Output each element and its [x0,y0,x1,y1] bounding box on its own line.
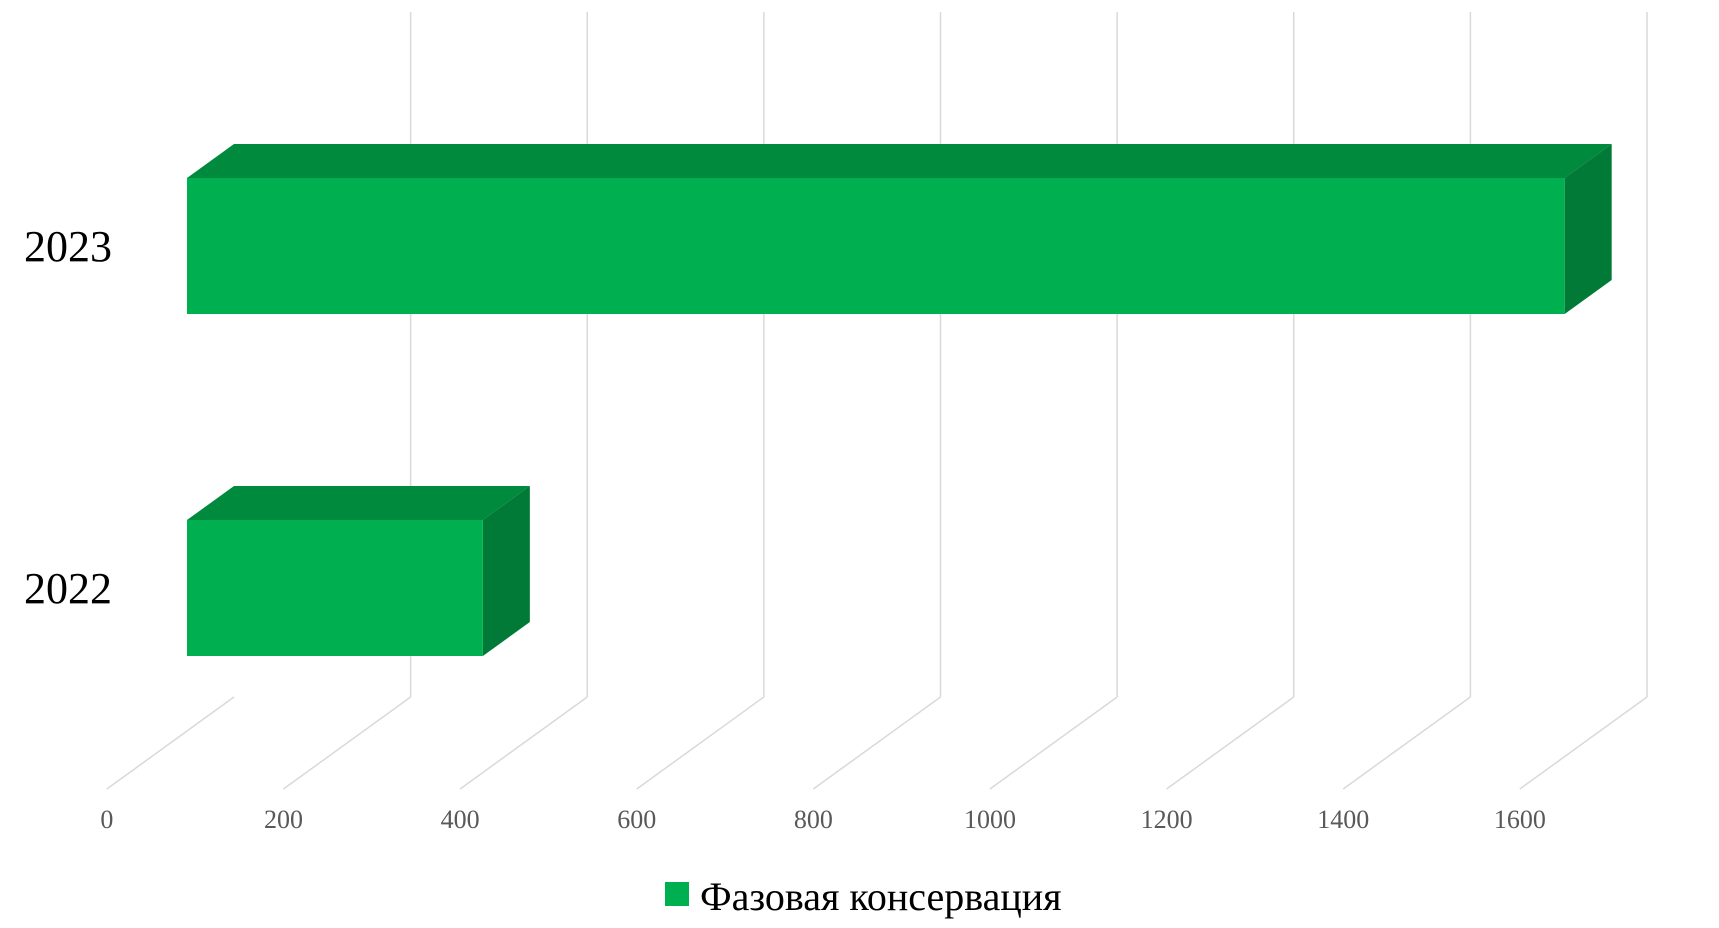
y-category-label: 2022 [24,564,112,613]
bar-side-face [1564,144,1612,314]
gridline-floor [812,696,941,790]
gridline-floor [989,696,1118,790]
y-category-label: 2023 [24,222,112,271]
gridline-floor [1342,696,1471,790]
x-tick-label: 400 [441,805,480,834]
gridline-floor [283,696,412,790]
axis-labels: 0 200 400 600 800 1000 1200 1400 1600 2023 2022 [24,222,1546,834]
bar-top-face [187,486,530,520]
x-tick-label: 1400 [1317,805,1369,834]
x-tick-label: 1200 [1141,805,1193,834]
bar-2022 [187,520,483,656]
gridline-floor [636,696,765,790]
bar-top-face [187,144,1612,178]
legend-label: Фазовая консервация [700,874,1062,919]
bars [187,144,1612,656]
x-tick-label: 0 [100,805,113,834]
x-tick-label: 200 [264,805,303,834]
bar-side-face [482,486,530,656]
legend-swatch [665,882,689,906]
gridline-floor [1166,696,1295,790]
x-tick-label: 600 [617,805,656,834]
x-tick-label: 1600 [1494,805,1546,834]
gridline-floor [106,696,235,790]
x-tick-label: 800 [794,805,833,834]
gridlines [106,12,1648,790]
gridline-floor [459,696,588,790]
legend: Фазовая консервация [665,874,1062,919]
x-tick-label: 1000 [964,805,1016,834]
bar-2023 [187,178,1565,314]
gridline-floor [1519,696,1648,790]
